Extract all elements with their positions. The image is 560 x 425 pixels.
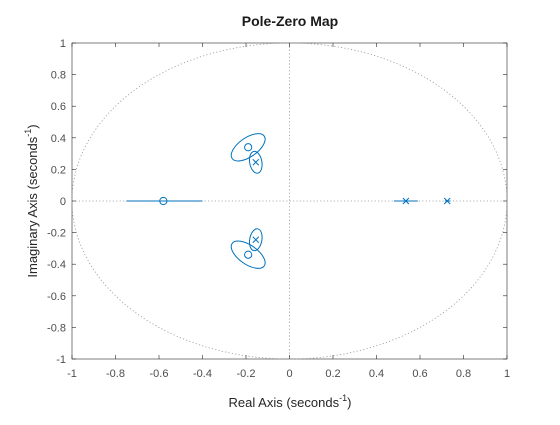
uncertainty-ellipse	[248, 150, 263, 174]
chart-title: Pole-Zero Map	[242, 13, 338, 29]
y-tick-label: 0.8	[51, 70, 66, 82]
pole-marker	[443, 197, 451, 205]
y-tick-label: 0.4	[51, 133, 66, 145]
pole-marker-stroke	[252, 236, 260, 244]
x-tick-label: -1	[67, 368, 77, 380]
y-axis-label: Imaginary Axis (seconds-1)	[23, 124, 40, 277]
axes: -1 -0.8 -0.6 -0.4 -0.2 0 0.2 0.4 0.6 0.8 1 -1 -0.8 -0…	[47, 38, 510, 380]
y-axis-label-exponent: -1	[23, 129, 33, 137]
zero-marker	[244, 250, 253, 259]
y-tick-label: 0.6	[51, 101, 66, 113]
y-tick-label: 0	[60, 196, 66, 208]
y-tick-label: -0.6	[47, 291, 66, 303]
x-tick-label: 0.2	[325, 368, 340, 380]
x-tick-label: 0.4	[369, 368, 384, 380]
y-tick-label: 1	[60, 38, 66, 50]
x-tick-label: -0.8	[106, 368, 125, 380]
pole-marker-stroke	[402, 197, 410, 205]
x-tick-label: 0.8	[456, 368, 471, 380]
x-tick-label: 0.6	[412, 368, 427, 380]
pole-marker-stroke	[443, 197, 451, 205]
x-tick-label: 0	[286, 368, 292, 380]
x-axis-label: Real Axis (seconds-1)	[229, 393, 352, 410]
pole-marker-stroke	[252, 158, 260, 166]
pole-marker	[252, 158, 260, 166]
uncertainty-ellipse	[230, 240, 266, 269]
uncertainty-ellipse	[230, 133, 266, 162]
zero-marker	[244, 143, 253, 152]
x-axis-label-exponent: -1	[339, 393, 347, 403]
x-tick-label: 1	[504, 368, 510, 380]
y-axis-label-close: )	[25, 124, 40, 128]
uncertainty-ellipse	[248, 228, 263, 252]
zero-marker	[159, 196, 168, 206]
y-tick-label: -0.4	[47, 259, 66, 271]
pole-marker	[252, 236, 260, 244]
pole-marker	[402, 197, 410, 205]
y-tick-label: 0.2	[51, 164, 66, 176]
y-tick-label: -0.8	[47, 322, 66, 334]
x-tick-label: -0.6	[150, 368, 169, 380]
x-axis-label-close: )	[347, 395, 351, 410]
x-axis-label-main: Real Axis (seconds	[229, 395, 340, 410]
x-tick-label: -0.4	[193, 368, 212, 380]
y-tick-label: -0.2	[47, 228, 66, 240]
y-axis-label-main: Imaginary Axis (seconds	[25, 136, 40, 277]
data-layer	[126, 133, 451, 269]
y-tick-label: -1	[56, 354, 66, 366]
x-tick-label: -0.2	[237, 368, 256, 380]
